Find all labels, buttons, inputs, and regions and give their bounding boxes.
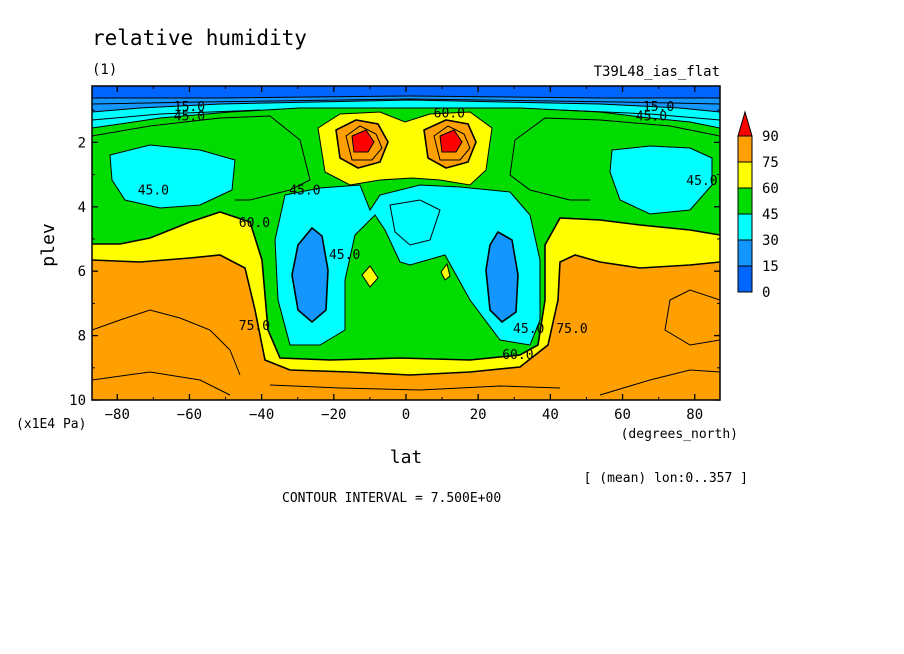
contour-label: 45.0: [289, 184, 320, 199]
x-tick-label: −40: [249, 407, 274, 423]
colorbar-label: 0: [762, 285, 770, 301]
contour-interval-note: CONTOUR INTERVAL = 7.500E+00: [282, 491, 501, 506]
chart-title: relative humidity: [92, 26, 307, 50]
contour-label: 15.0: [643, 100, 674, 115]
x-tick-label: 40: [542, 407, 559, 423]
colorbar-label: 15: [762, 259, 779, 275]
model-label: T39L48_ias_flat: [594, 64, 720, 80]
colorbar-label: 75: [762, 155, 779, 171]
colorbar-bin: [737, 187, 753, 215]
contour-label: 60.0: [239, 216, 270, 231]
y-axis-unit: (x1E4 Pa): [16, 417, 86, 432]
y-tick-label: 4: [78, 200, 86, 216]
contour-label: 45.0: [513, 322, 544, 337]
x-tick-label: 80: [686, 407, 703, 423]
y-tick-label: 6: [78, 264, 86, 280]
contour-lines: [92, 95, 720, 396]
band-90-right-core: [440, 130, 462, 152]
contour-label: 45.0: [138, 184, 169, 199]
contour-label: 15.0: [174, 100, 205, 115]
x-tick-label: −20: [321, 407, 346, 423]
contour-field: [92, 86, 720, 400]
y-tick-label: 10: [69, 393, 86, 409]
colorbar-bin: [737, 213, 753, 241]
x-axis-label: lat: [390, 447, 423, 468]
x-axis: −80 −60 −40 −20 0 20 40 60 80: [105, 86, 703, 423]
x-tick-label: −60: [177, 407, 202, 423]
band-30-45-right: [610, 146, 712, 214]
band-15-30-right: [486, 232, 518, 322]
contour-label: 75.0: [556, 322, 587, 337]
band-90-left-core: [352, 130, 374, 152]
colorbar-bin: [737, 265, 753, 293]
y-tick-label: 8: [78, 329, 86, 345]
contour-labels: 15.045.015.045.060.045.045.045.060.045.0…: [138, 100, 718, 363]
colorbar-label: 45: [762, 207, 779, 223]
colorbar-label: 60: [762, 181, 779, 197]
x-axis-unit: (degrees_north): [621, 427, 738, 442]
x-tick-label: −80: [105, 407, 130, 423]
colorbar-max-arrow: [737, 110, 753, 137]
contour-label: 75.0: [239, 319, 270, 334]
contour-label: 60.0: [434, 106, 465, 121]
contour-label: 45.0: [174, 110, 205, 125]
contour-label: 45.0: [329, 248, 360, 263]
x-tick-label: 20: [470, 407, 487, 423]
colorbar-label: 30: [762, 233, 779, 249]
colorbar-bin: [737, 161, 753, 189]
x-tick-label: 60: [614, 407, 631, 423]
region-note: [ (mean) lon:0..357 ]: [584, 471, 748, 486]
contour-label: 45.0: [686, 174, 717, 189]
y-axis: 2 4 6 8 10: [69, 109, 720, 409]
colorbar-label: 90: [762, 129, 779, 145]
contour-label: 60.0: [502, 348, 533, 363]
colorbar: 0 15 30 45 60 75 90: [737, 110, 779, 301]
chart-subtitle: (1): [92, 62, 117, 78]
band-30-45-left: [110, 145, 235, 208]
x-tick-label: 0: [402, 407, 410, 423]
y-axis-label: plev: [38, 223, 59, 266]
band-15-30-left: [292, 228, 328, 322]
colorbar-bin: [737, 135, 753, 163]
colorbar-bin: [737, 239, 753, 267]
y-tick-label: 2: [78, 135, 86, 151]
contour-label: 45.0: [636, 110, 667, 125]
